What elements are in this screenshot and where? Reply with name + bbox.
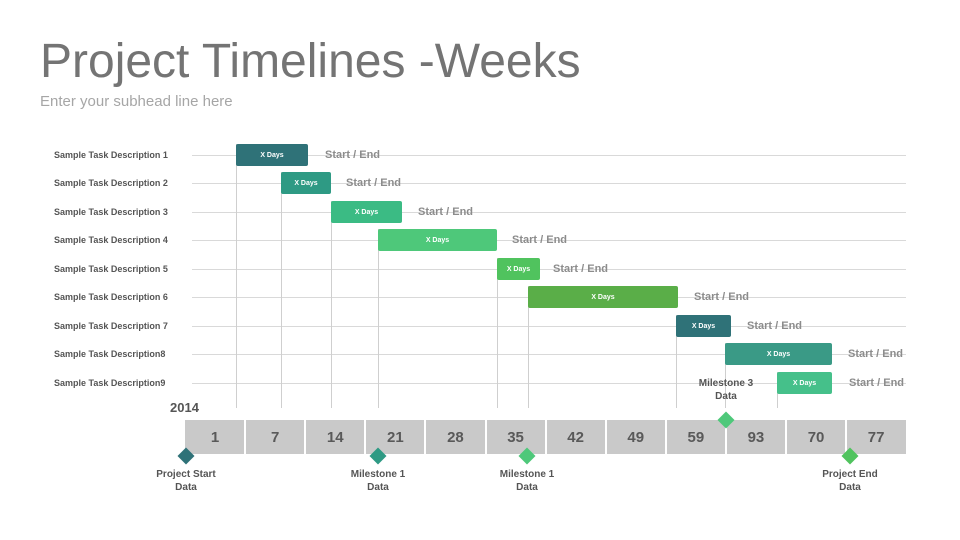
vertical-guideline — [528, 286, 529, 408]
task-start-end-label: Start / End — [694, 291, 750, 303]
milestone-label: Project End Data — [805, 468, 895, 494]
week-cell: 77 — [867, 428, 885, 446]
week-cell: 7 — [270, 428, 280, 446]
vertical-guideline — [236, 144, 237, 408]
row-gridline — [192, 354, 906, 355]
task-label: Sample Task Description 7 — [54, 321, 168, 331]
task-start-end-label: Start / End — [325, 149, 381, 161]
task-label: Sample Task Description 5 — [54, 264, 168, 274]
task-start-end-label: Start / End — [848, 348, 904, 360]
week-separator — [664, 420, 667, 454]
week-separator — [484, 420, 487, 454]
week-separator — [845, 420, 848, 454]
week-separator — [724, 420, 727, 454]
week-separator — [785, 420, 787, 454]
week-cell: 28 — [447, 428, 464, 446]
vertical-guideline — [331, 201, 332, 408]
week-separator — [604, 420, 607, 454]
week-cell: 21 — [387, 428, 404, 446]
milestone-label-line2: Data — [715, 391, 737, 402]
task-bar[interactable]: X Days — [281, 172, 331, 194]
week-separator — [364, 420, 367, 454]
vertical-guideline — [281, 172, 282, 408]
vertical-guideline — [725, 343, 726, 408]
milestone-label-line1: Milestone 1 — [499, 469, 555, 480]
week-separator — [304, 420, 307, 454]
task-start-end-label: Start / End — [747, 320, 803, 332]
row-gridline — [192, 212, 906, 213]
milestone-label: Milestone 1 Data — [482, 468, 572, 494]
task-label: Sample Task Description 3 — [54, 207, 168, 217]
task-start-end-label: Start / End — [849, 377, 905, 389]
task-label: Sample Task Description 6 — [54, 292, 168, 302]
task-bar[interactable]: X Days — [528, 286, 678, 308]
task-bar[interactable]: X Days — [378, 229, 497, 251]
task-label: Sample Task Description 1 — [54, 150, 168, 160]
task-start-end-label: Start / End — [553, 263, 609, 275]
task-bar[interactable]: X Days — [725, 343, 832, 365]
milestone-label: Milestone 1 Data — [333, 468, 423, 494]
task-bar[interactable]: X Days — [236, 144, 308, 166]
week-cell: 1 — [210, 428, 220, 446]
row-gridline — [192, 269, 906, 270]
task-label: Sample Task Description 2 — [54, 178, 168, 188]
milestone-label: Milestone 3 Data — [681, 377, 771, 403]
week-cell: 35 — [507, 428, 524, 446]
week-cell: 14 — [326, 428, 344, 446]
vertical-guideline — [378, 229, 379, 408]
page-title: Project Timelines -Weeks — [40, 35, 581, 88]
week-cell: 42 — [567, 428, 584, 446]
week-cell: 93 — [747, 428, 765, 446]
milestone-label-line1: Milestone 1 — [350, 469, 406, 480]
vertical-guideline — [676, 315, 677, 408]
milestone-label-line1: Project End — [822, 469, 878, 480]
row-gridline — [192, 155, 906, 156]
task-label: Sample Task Description9 — [54, 378, 166, 388]
milestone-label-line2: Data — [839, 482, 861, 493]
milestone-label-line2: Data — [367, 482, 389, 493]
week-separator — [424, 420, 427, 454]
milestone-label: Project Start Data — [141, 468, 231, 494]
week-cell: 59 — [687, 428, 705, 446]
task-bar[interactable]: X Days — [331, 201, 402, 223]
row-gridline — [192, 326, 906, 327]
task-bar[interactable]: X Days — [676, 315, 731, 337]
task-bar[interactable]: X Days — [777, 372, 832, 394]
milestone-label-line1: Project Start — [156, 469, 216, 480]
row-gridline — [192, 240, 906, 241]
week-cell: 70 — [807, 428, 825, 446]
row-gridline — [192, 183, 906, 184]
milestone-label-line2: Data — [175, 482, 197, 493]
row-gridline — [192, 383, 906, 384]
task-start-end-label: Start / End — [346, 177, 402, 189]
task-start-end-label: Start / End — [512, 234, 568, 246]
milestone-label-line1: Milestone 3 — [698, 378, 754, 389]
week-separator — [244, 420, 247, 454]
vertical-guideline — [497, 258, 498, 408]
task-label: Sample Task Description8 — [54, 349, 166, 359]
week-cell: 49 — [627, 428, 645, 446]
week-separator — [544, 420, 547, 454]
task-start-end-label: Start / End — [418, 206, 474, 218]
page-subtitle: Enter your subhead line here — [40, 93, 233, 110]
task-bar[interactable]: X Days — [497, 258, 540, 280]
year-label: 2014 — [170, 400, 199, 415]
task-label: Sample Task Description 4 — [54, 235, 168, 245]
milestone-label-line2: Data — [516, 482, 538, 493]
